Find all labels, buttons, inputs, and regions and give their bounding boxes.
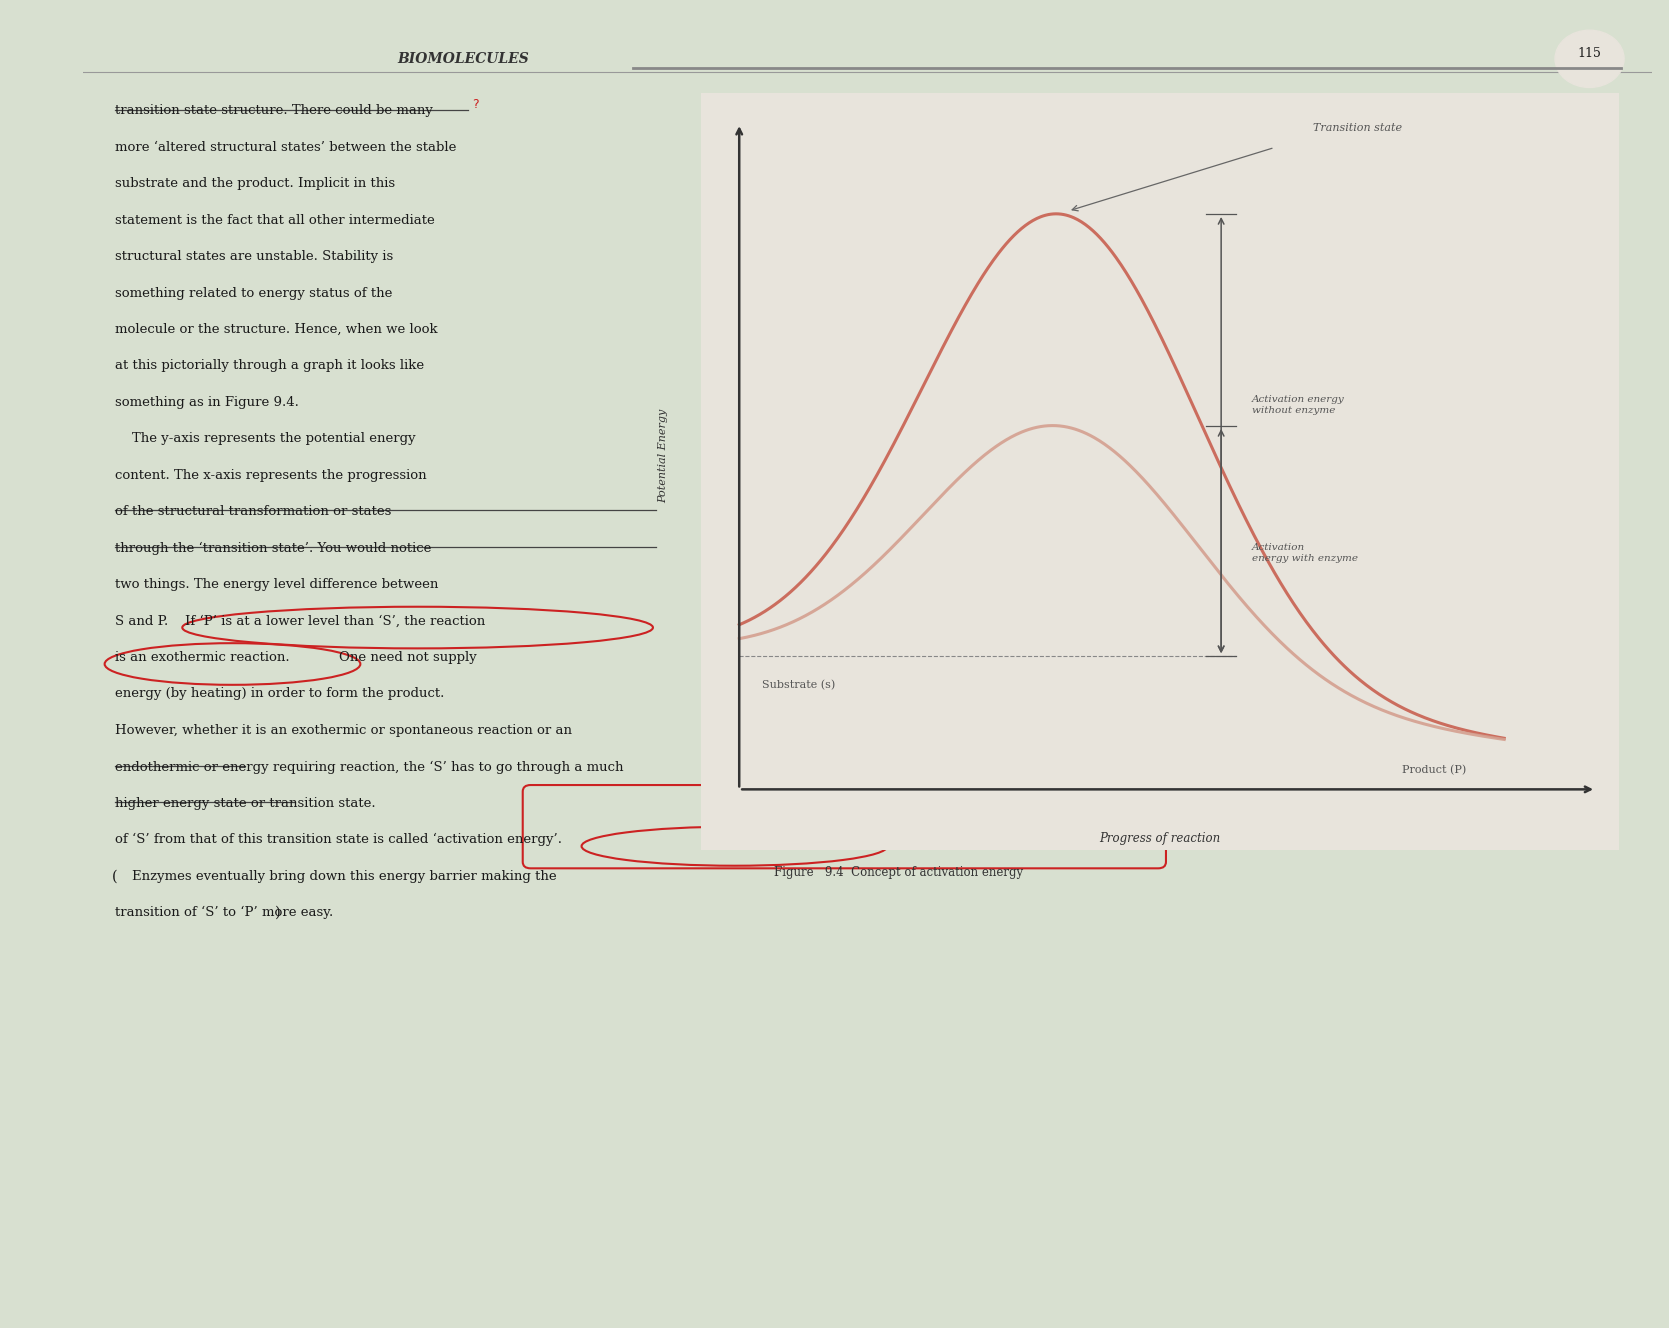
Text: statement is the fact that all other intermediate: statement is the fact that all other int… <box>115 214 434 227</box>
Text: substrate and the product. Implicit in this: substrate and the product. Implicit in t… <box>115 177 396 190</box>
Text: One need not supply: One need not supply <box>339 651 477 664</box>
Text: higher energy state or transition state.: higher energy state or transition state. <box>115 797 376 810</box>
Text: Potential Energy: Potential Energy <box>658 409 668 503</box>
Text: Figure   9.4  Concept of activation energy: Figure 9.4 Concept of activation energy <box>774 866 1023 879</box>
Text: something related to energy status of the: something related to energy status of th… <box>115 287 392 300</box>
Text: If ‘P’ is at a lower level than ‘S’, the reaction: If ‘P’ is at a lower level than ‘S’, the… <box>185 615 486 628</box>
Text: molecule or the structure. Hence, when we look: molecule or the structure. Hence, when w… <box>115 323 437 336</box>
Text: content. The x-axis represents the progression: content. The x-axis represents the progr… <box>115 469 427 482</box>
Text: two things. The energy level difference between: two things. The energy level difference … <box>115 578 439 591</box>
Text: Enzymes eventually bring down this energy barrier making the: Enzymes eventually bring down this energ… <box>115 870 556 883</box>
Text: S and P.: S and P. <box>115 615 169 628</box>
Text: structural states are unstable. Stability is: structural states are unstable. Stabilit… <box>115 250 394 263</box>
Text: (: ( <box>112 870 117 883</box>
Text: Product (P): Product (P) <box>1402 765 1465 776</box>
Text: more ‘altered structural states’ between the stable: more ‘altered structural states’ between… <box>115 141 456 154</box>
Text: at this pictorially through a graph it looks like: at this pictorially through a graph it l… <box>115 360 424 372</box>
Text: Activation energy
without enzyme: Activation energy without enzyme <box>1252 396 1345 414</box>
Text: 115: 115 <box>1577 46 1602 60</box>
Text: of ‘S’ from that of this transition state is called ‘activation energy’.: of ‘S’ from that of this transition stat… <box>115 833 562 846</box>
Text: Activation
energy with enzyme: Activation energy with enzyme <box>1252 543 1359 563</box>
Text: is an exothermic reaction.: is an exothermic reaction. <box>115 651 289 664</box>
Text: something as in Figure 9.4.: something as in Figure 9.4. <box>115 396 299 409</box>
Text: ): ) <box>275 906 280 920</box>
Text: of the structural transformation or states: of the structural transformation or stat… <box>115 505 391 518</box>
Text: energy (by heating) in order to form the product.: energy (by heating) in order to form the… <box>115 688 444 700</box>
Text: transition state structure. There could be many: transition state structure. There could … <box>115 105 432 117</box>
Text: ?: ? <box>472 98 479 110</box>
Text: through the ‘transition state’. You would notice: through the ‘transition state’. You woul… <box>115 542 431 555</box>
Text: Substrate (s): Substrate (s) <box>763 680 836 691</box>
Text: The y-axis represents the potential energy: The y-axis represents the potential ener… <box>115 433 416 445</box>
Text: endothermic or energy requiring reaction, the ‘S’ has to go through a much: endothermic or energy requiring reaction… <box>115 761 623 773</box>
Text: BIOMOLECULES: BIOMOLECULES <box>397 52 529 66</box>
Text: transition of ‘S’ to ‘P’ more easy.: transition of ‘S’ to ‘P’ more easy. <box>115 906 334 919</box>
Text: Progress of reaction: Progress of reaction <box>1100 831 1220 845</box>
Text: Transition state: Transition state <box>1314 124 1402 133</box>
Text: However, whether it is an exothermic or spontaneous reaction or an: However, whether it is an exothermic or … <box>115 724 572 737</box>
Circle shape <box>1556 31 1624 88</box>
